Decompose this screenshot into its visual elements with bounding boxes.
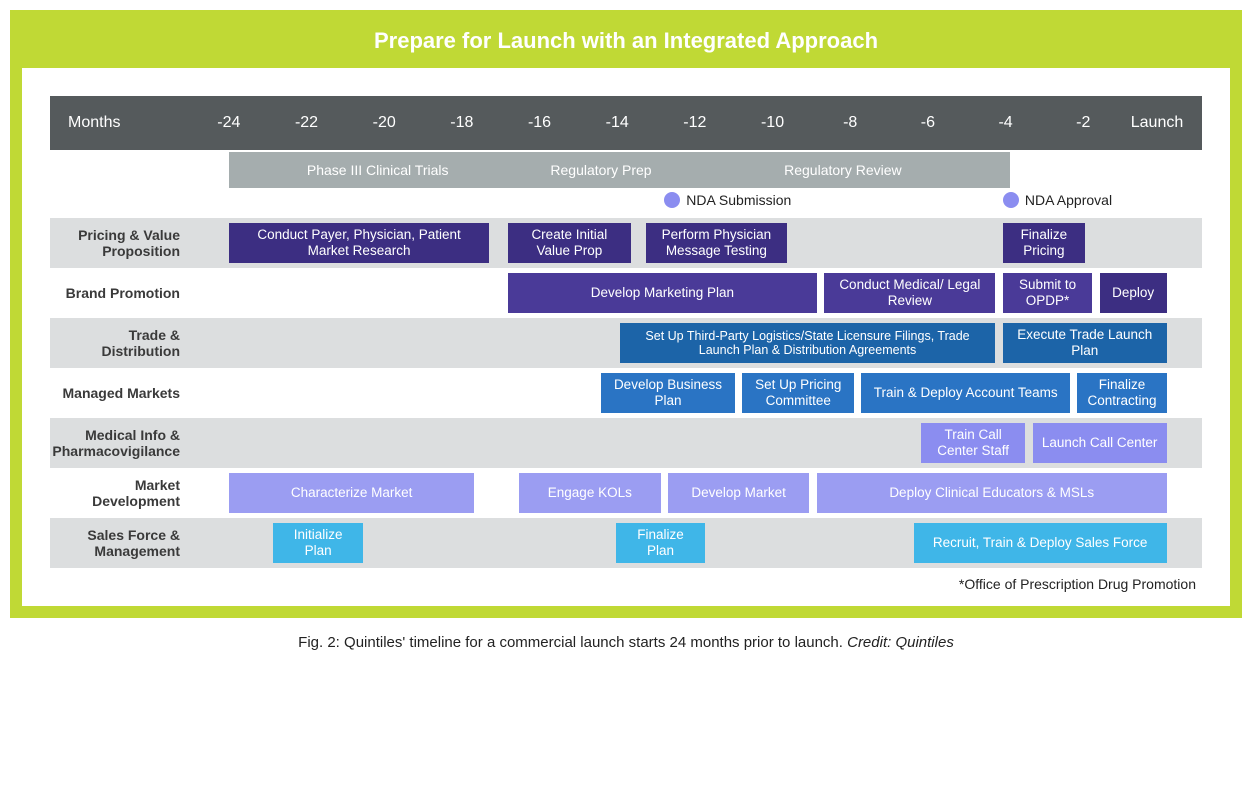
gantt-row: Market Development Characterize Market Eng… [50, 468, 1202, 518]
gantt-bar: Develop Business Plan [601, 373, 735, 413]
gantt-row: Managed MarketsDevelop Business PlanSet … [50, 368, 1202, 418]
milestone-dot-icon [664, 192, 680, 208]
milestone-track: NDA Submission NDA Approval [190, 190, 1122, 218]
gantt-bar: Develop Market [668, 473, 809, 513]
row-track: Characterize Market Engage KOLsDevelop Ma… [190, 468, 1122, 518]
tick: -12 [656, 114, 734, 132]
gantt-bar: Submit to OPDP* [1003, 273, 1092, 313]
caption-credit: Credit: Quintiles [847, 634, 954, 651]
tick: -24 [190, 114, 268, 132]
row-label: Pricing & Value Proposition [50, 218, 190, 268]
phase-label-cell [50, 150, 190, 190]
tick: -8 [811, 114, 889, 132]
row-track: Develop Marketing PlanConduct Medical/ L… [190, 268, 1122, 318]
gantt-bar: Set Up Pricing Committee [742, 373, 854, 413]
gantt-bar: Recruit, Train & Deploy Sales Force [914, 523, 1167, 563]
timeline-ticks: -24-22-20-18-16-14-12-10-8-6-4-2 [190, 114, 1122, 132]
chart-frame: Prepare for Launch with an Integrated Ap… [10, 10, 1242, 618]
tick: -4 [967, 114, 1045, 132]
gantt-bar: Conduct Payer, Physician, Patient Market… [229, 223, 490, 263]
gantt-bar: Engage KOLs [519, 473, 660, 513]
months-label: Months [50, 114, 190, 132]
row-label: Market Development [50, 468, 190, 518]
phase-bar: Phase III Clinical Trials [229, 152, 527, 188]
gantt-row: Trade & Distribution Set Up Third-Party L… [50, 318, 1202, 368]
phase-track: Phase III Clinical TrialsRegulatory Prep… [190, 150, 1122, 190]
tick: -2 [1044, 114, 1122, 132]
chart-inner: Months -24-22-20-18-16-14-12-10-8-6-4-2 … [22, 68, 1230, 606]
gantt-bar: Train Call Center Staff [921, 423, 1025, 463]
chart-title: Prepare for Launch with an Integrated Ap… [22, 20, 1230, 68]
row-label: Brand Promotion [50, 268, 190, 318]
row-label: Trade & Distribution [50, 318, 190, 368]
tick: -18 [423, 114, 501, 132]
gantt-bar: Perform Physician Message Testing [646, 223, 787, 263]
timeline-header: Months -24-22-20-18-16-14-12-10-8-6-4-2 … [50, 96, 1202, 150]
gantt-bar: Finalize Pricing [1003, 223, 1085, 263]
caption: Fig. 2: Quintiles' timeline for a commer… [10, 618, 1242, 657]
gantt-bar: Create Initial Value Prop [508, 223, 631, 263]
row-track: Train Call Center StaffLaunch Call Cente… [190, 418, 1122, 468]
tick: -20 [345, 114, 423, 132]
phase-bar: Regulatory Review [675, 152, 1010, 188]
gantt-bar: Deploy [1100, 273, 1167, 313]
milestone-label: NDA Submission [686, 192, 791, 208]
gantt-row: Sales Force & Management Initialize Plan F… [50, 518, 1202, 568]
tick: -16 [501, 114, 579, 132]
phase-row: Phase III Clinical TrialsRegulatory Prep… [50, 150, 1202, 190]
milestone-label: NDA Approval [1025, 192, 1112, 208]
footnote: *Office of Prescription Drug Promotion [50, 568, 1202, 596]
gantt-row: Medical Info & PharmacovigilanceTrain Ca… [50, 418, 1202, 468]
milestone-dot-icon [1003, 192, 1019, 208]
gantt-row: Brand PromotionDevelop Marketing PlanCon… [50, 268, 1202, 318]
gantt-bar: Finalize Contracting [1077, 373, 1166, 413]
tick: -10 [734, 114, 812, 132]
gantt-row: Pricing & Value Proposition Conduct Payer… [50, 218, 1202, 268]
row-label: Sales Force & Management [50, 518, 190, 568]
gantt-bar: Conduct Medical/ Legal Review [824, 273, 995, 313]
phase-bar: Regulatory Prep [527, 152, 676, 188]
caption-text: Fig. 2: Quintiles' timeline for a commer… [298, 634, 847, 651]
row-track: Set Up Third-Party Logistics/State Licen… [190, 318, 1122, 368]
gantt-bar: Develop Marketing Plan [508, 273, 817, 313]
tick: -6 [889, 114, 967, 132]
gantt-bar: Execute Trade Launch Plan [1003, 323, 1167, 363]
row-label: Managed Markets [50, 368, 190, 418]
row-track: Initialize PlanFinalize PlanRecruit, Tra… [190, 518, 1122, 568]
gantt-bar: Set Up Third-Party Logistics/State Licen… [620, 323, 996, 363]
gantt-bar: Deploy Clinical Educators & MSLs [817, 473, 1167, 513]
row-label: Medical Info & Pharmacovigilance [50, 418, 190, 468]
milestone: NDA Submission [664, 192, 791, 208]
row-track: Develop Business PlanSet Up Pricing Comm… [190, 368, 1122, 418]
row-track: Conduct Payer, Physician, Patient Market… [190, 218, 1122, 268]
milestone-row: NDA Submission NDA Approval [50, 190, 1202, 218]
gantt-bar: Characterize Market [229, 473, 475, 513]
gantt-bar: Launch Call Center [1033, 423, 1167, 463]
tick: -22 [268, 114, 346, 132]
milestone: NDA Approval [1003, 192, 1112, 208]
launch-label: Launch [1122, 114, 1202, 132]
gantt-bar: Finalize Plan [616, 523, 705, 563]
gantt-bar: Initialize Plan [273, 523, 362, 563]
tick: -14 [578, 114, 656, 132]
chart-body: Phase III Clinical TrialsRegulatory Prep… [50, 150, 1202, 568]
gantt-bar: Train & Deploy Account Teams [861, 373, 1069, 413]
data-rows: Pricing & Value Proposition Conduct Payer… [50, 218, 1202, 568]
